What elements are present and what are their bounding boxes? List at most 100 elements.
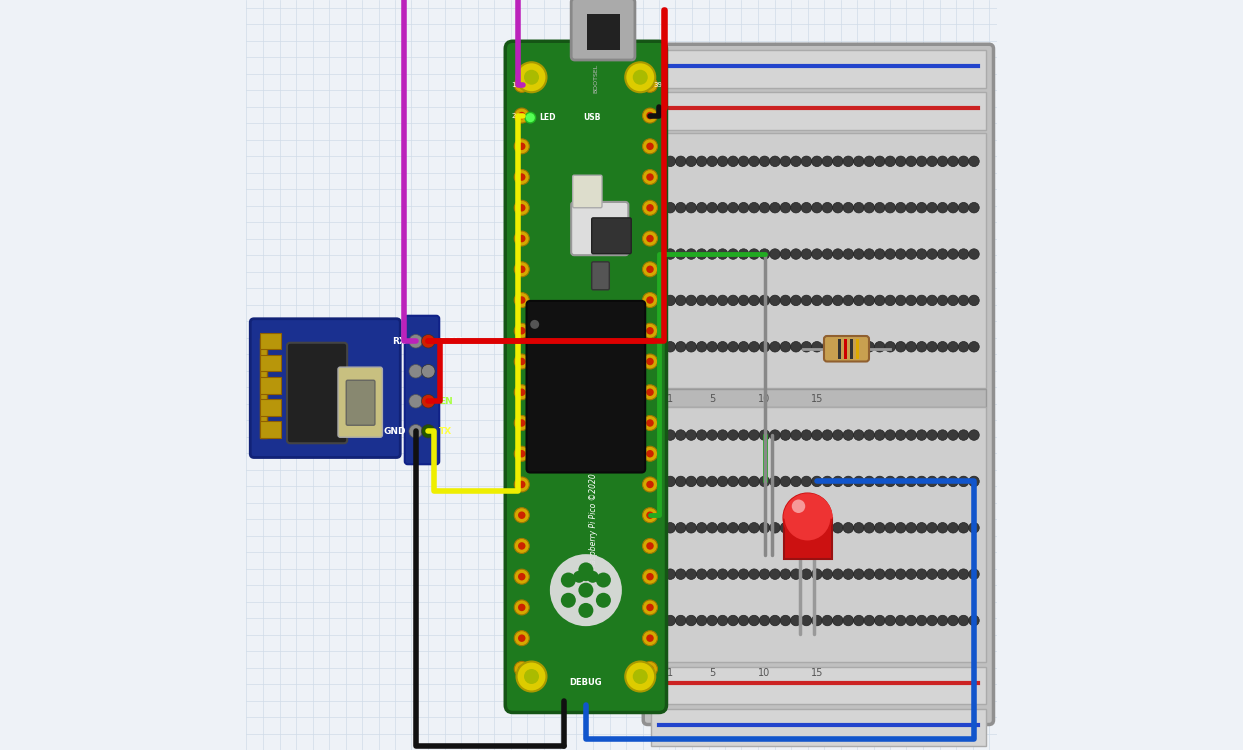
Circle shape bbox=[833, 296, 843, 306]
Circle shape bbox=[968, 156, 979, 166]
Text: 39: 39 bbox=[654, 82, 663, 88]
Circle shape bbox=[518, 204, 526, 212]
Circle shape bbox=[948, 296, 958, 306]
Circle shape bbox=[517, 62, 547, 92]
Circle shape bbox=[843, 569, 854, 580]
Circle shape bbox=[643, 600, 658, 615]
Circle shape bbox=[937, 569, 948, 580]
Circle shape bbox=[675, 341, 686, 352]
Circle shape bbox=[958, 523, 968, 533]
Circle shape bbox=[906, 569, 916, 580]
Circle shape bbox=[759, 430, 769, 440]
Circle shape bbox=[958, 156, 968, 166]
Circle shape bbox=[781, 341, 791, 352]
Circle shape bbox=[854, 296, 864, 306]
Circle shape bbox=[885, 296, 895, 306]
Circle shape bbox=[696, 430, 707, 440]
Circle shape bbox=[895, 476, 906, 487]
Circle shape bbox=[781, 476, 791, 487]
Bar bbox=[849, 339, 853, 358]
Bar bbox=[260, 377, 281, 394]
Circle shape bbox=[833, 476, 843, 487]
Circle shape bbox=[515, 569, 530, 584]
Circle shape bbox=[906, 430, 916, 440]
Circle shape bbox=[717, 202, 728, 213]
Circle shape bbox=[646, 358, 654, 365]
Circle shape bbox=[515, 77, 530, 92]
Circle shape bbox=[686, 523, 696, 533]
Circle shape bbox=[728, 156, 738, 166]
Circle shape bbox=[781, 523, 791, 533]
Circle shape bbox=[937, 249, 948, 259]
Circle shape bbox=[686, 296, 696, 306]
FancyBboxPatch shape bbox=[573, 176, 602, 208]
Bar bbox=[260, 399, 281, 416]
Circle shape bbox=[968, 430, 979, 440]
FancyBboxPatch shape bbox=[347, 380, 375, 425]
Circle shape bbox=[822, 341, 833, 352]
Bar bbox=[844, 339, 848, 358]
Circle shape bbox=[885, 615, 895, 626]
Circle shape bbox=[769, 249, 781, 259]
Circle shape bbox=[802, 249, 812, 259]
Circle shape bbox=[515, 262, 530, 277]
Bar bbox=[260, 355, 281, 371]
Circle shape bbox=[958, 202, 968, 213]
Circle shape bbox=[409, 394, 423, 408]
Circle shape bbox=[625, 62, 655, 92]
Circle shape bbox=[822, 476, 833, 487]
Circle shape bbox=[906, 476, 916, 487]
Circle shape bbox=[665, 156, 675, 166]
Circle shape bbox=[738, 341, 748, 352]
Circle shape bbox=[802, 202, 812, 213]
Circle shape bbox=[643, 77, 658, 92]
Circle shape bbox=[646, 450, 654, 458]
Bar bbox=[838, 339, 842, 358]
Circle shape bbox=[696, 341, 707, 352]
Circle shape bbox=[781, 249, 791, 259]
Circle shape bbox=[748, 523, 759, 533]
Circle shape bbox=[748, 476, 759, 487]
Circle shape bbox=[802, 569, 812, 580]
Circle shape bbox=[781, 615, 791, 626]
Circle shape bbox=[421, 424, 435, 438]
Circle shape bbox=[728, 615, 738, 626]
Circle shape bbox=[895, 202, 906, 213]
FancyBboxPatch shape bbox=[572, 202, 629, 255]
Circle shape bbox=[665, 341, 675, 352]
FancyBboxPatch shape bbox=[338, 367, 383, 437]
Circle shape bbox=[937, 430, 948, 440]
Bar bbox=[587, 14, 620, 50]
Circle shape bbox=[822, 430, 833, 440]
Circle shape bbox=[885, 202, 895, 213]
Bar bbox=[651, 50, 986, 88]
Circle shape bbox=[948, 569, 958, 580]
Text: 1: 1 bbox=[511, 82, 516, 88]
Circle shape bbox=[665, 476, 675, 487]
Circle shape bbox=[728, 341, 738, 352]
Circle shape bbox=[927, 523, 937, 533]
Text: USB: USB bbox=[583, 113, 600, 122]
Circle shape bbox=[927, 615, 937, 626]
Circle shape bbox=[927, 430, 937, 440]
Circle shape bbox=[518, 604, 526, 611]
Text: LED: LED bbox=[539, 113, 556, 122]
Circle shape bbox=[665, 430, 675, 440]
Circle shape bbox=[717, 156, 728, 166]
Text: 5: 5 bbox=[709, 394, 715, 404]
Circle shape bbox=[906, 615, 916, 626]
Circle shape bbox=[833, 249, 843, 259]
Circle shape bbox=[646, 634, 654, 642]
Circle shape bbox=[717, 341, 728, 352]
Circle shape bbox=[875, 202, 885, 213]
Circle shape bbox=[646, 173, 654, 181]
Circle shape bbox=[748, 296, 759, 306]
Circle shape bbox=[781, 202, 791, 213]
Circle shape bbox=[769, 523, 781, 533]
Circle shape bbox=[707, 202, 717, 213]
Circle shape bbox=[748, 430, 759, 440]
Circle shape bbox=[781, 430, 791, 440]
Circle shape bbox=[696, 249, 707, 259]
Circle shape bbox=[518, 142, 526, 150]
Circle shape bbox=[643, 508, 658, 523]
